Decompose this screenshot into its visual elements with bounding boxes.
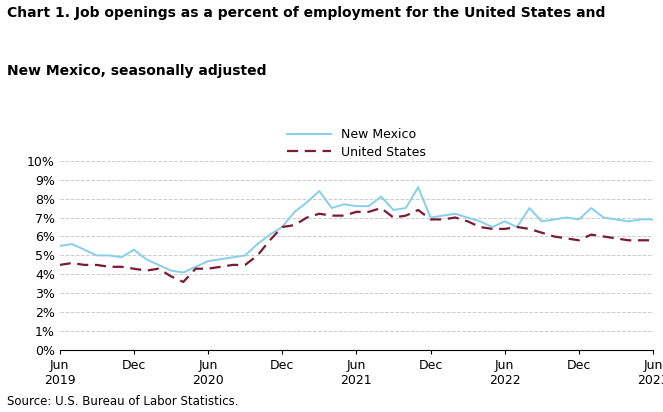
Text: Source: U.S. Bureau of Labor Statistics.: Source: U.S. Bureau of Labor Statistics. bbox=[7, 395, 238, 408]
Text: Chart 1. Job openings as a percent of employment for the United States and: Chart 1. Job openings as a percent of em… bbox=[7, 6, 605, 20]
Text: New Mexico, seasonally adjusted: New Mexico, seasonally adjusted bbox=[7, 64, 266, 78]
Legend: New Mexico, United States: New Mexico, United States bbox=[287, 129, 426, 159]
